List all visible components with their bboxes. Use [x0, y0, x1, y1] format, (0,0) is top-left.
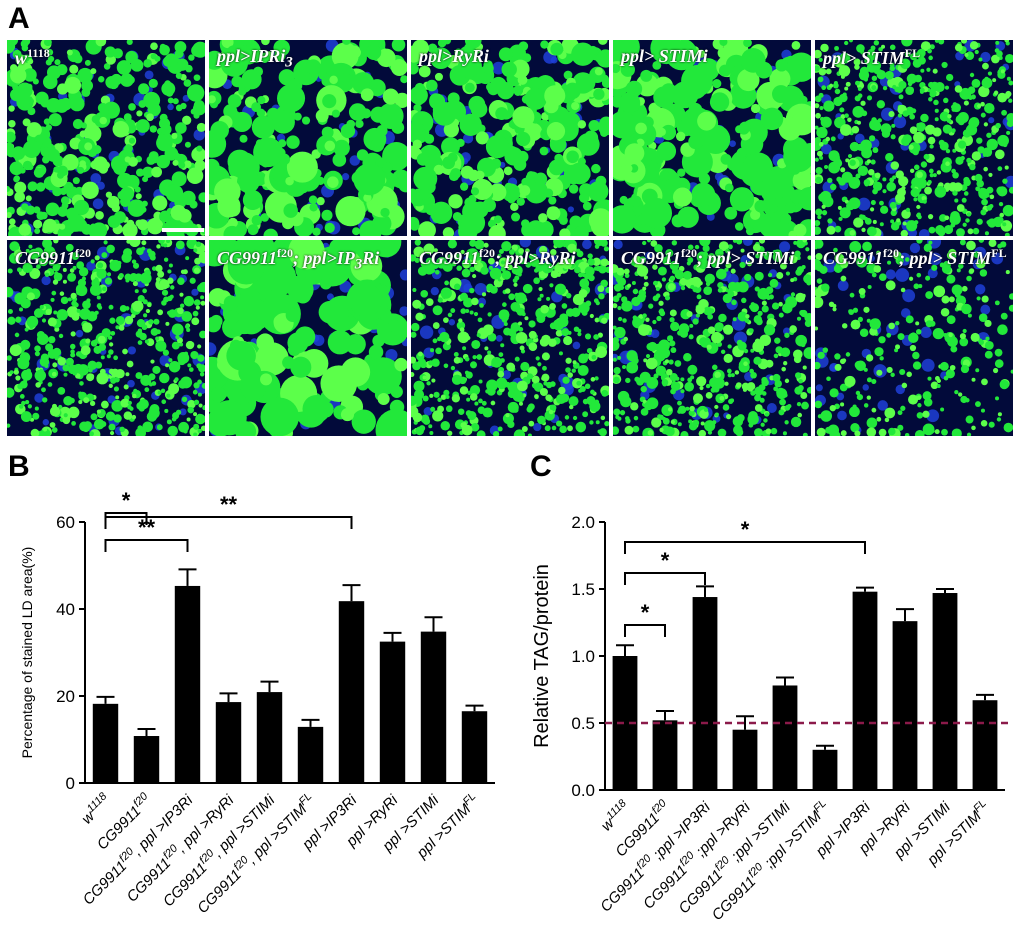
x-tick-label: w1118: [597, 797, 635, 835]
micrograph-tile: ppl> STIMFL: [815, 40, 1013, 236]
significance-label: **: [138, 515, 156, 540]
significance-label: *: [641, 600, 650, 625]
bar: [972, 700, 998, 790]
chart-c: 0.0 0.5 1.0 1.5 2.0 Relative TAG/protein * * * w1…: [531, 513, 1013, 924]
bar: [892, 621, 918, 790]
y-axis-label: Relative TAG/protein: [531, 564, 553, 748]
y-tick-label: 40: [56, 600, 75, 619]
micrograph-label: ppl> STIMFL: [823, 46, 921, 68]
micrograph-tile: CG9911f20: [7, 240, 205, 436]
x-tick-label: w1118: [77, 790, 115, 828]
scale-bar: [162, 228, 204, 232]
y-tick-label: 20: [56, 687, 75, 706]
y-tick-label: 1.0: [571, 647, 595, 666]
bar: [932, 593, 958, 790]
micrograph-label: ppl> STIMi: [621, 46, 708, 66]
significance-bracket: [104, 539, 189, 552]
micrograph-label: CG9911f20; ppl>RyRi: [419, 246, 576, 268]
bar: [297, 726, 324, 783]
significance-label: *: [741, 517, 750, 542]
micrograph-label: ppl>RyRi: [419, 46, 489, 66]
y-tick-label: 0: [66, 774, 75, 793]
bar: [256, 692, 283, 783]
significance-label: *: [661, 548, 670, 573]
micrograph-tile: CG9911f20; ppl>IP3Ri: [209, 240, 407, 436]
micrograph-label: CG9911f20; ppl>IP3Ri: [217, 246, 380, 273]
bar: [692, 597, 718, 790]
micrograph-tile: w1118: [7, 40, 205, 236]
panel-label-a: A: [8, 2, 30, 35]
micrograph-tile: CG9911f20; ppl>RyRi: [411, 240, 609, 436]
bar: [379, 641, 406, 783]
significance-bracket: [104, 516, 353, 529]
bar: [338, 601, 365, 783]
bar: [732, 729, 758, 790]
y-tick-label: 0.0: [571, 781, 595, 800]
chart-b: 0 20 40 60 Percentage of stained LD area(%) *…: [19, 488, 495, 917]
significance-bracket: [624, 572, 706, 585]
bar: [652, 720, 678, 790]
bar: [420, 631, 447, 783]
bar: [852, 591, 878, 790]
micrograph-tile: CG9911f20; ppl> STIMFL: [815, 240, 1013, 436]
bar: [812, 749, 838, 790]
bar: [215, 702, 242, 783]
significance-bracket: [624, 541, 866, 554]
micrograph-label: CG9911f20; ppl> STIMi: [621, 246, 795, 268]
bar: [174, 585, 201, 783]
y-axis-label: Percentage of stained LD area(%): [19, 547, 35, 759]
bar: [772, 685, 798, 790]
micrograph-label: CG9911f20; ppl> STIMFL: [823, 246, 1007, 268]
micrograph-tile: CG9911f20; ppl> STIMi: [613, 240, 811, 436]
micrograph-tile: ppl> STIMi: [613, 40, 811, 236]
y-tick-label: 0.5: [571, 714, 595, 733]
bar: [461, 711, 488, 783]
panel-label-b: B: [8, 450, 30, 483]
significance-bracket: [624, 624, 666, 637]
y-tick-label: 1.5: [571, 580, 595, 599]
micrograph-tile: ppl>RyRi: [411, 40, 609, 236]
bar: [133, 736, 160, 783]
micrograph-tile: ppl>IPRi3: [209, 40, 407, 236]
significance-label: *: [122, 488, 131, 513]
significance-label: **: [220, 492, 238, 517]
y-tick-label: 2.0: [571, 513, 595, 532]
micrograph-label: CG9911f20: [15, 246, 92, 268]
micrograph-label: w1118: [15, 46, 50, 68]
bar: [92, 703, 119, 783]
micrograph-label: ppl>IPRi3: [217, 46, 293, 71]
y-tick-label: 60: [56, 513, 75, 532]
panel-label-c: C: [530, 450, 552, 483]
